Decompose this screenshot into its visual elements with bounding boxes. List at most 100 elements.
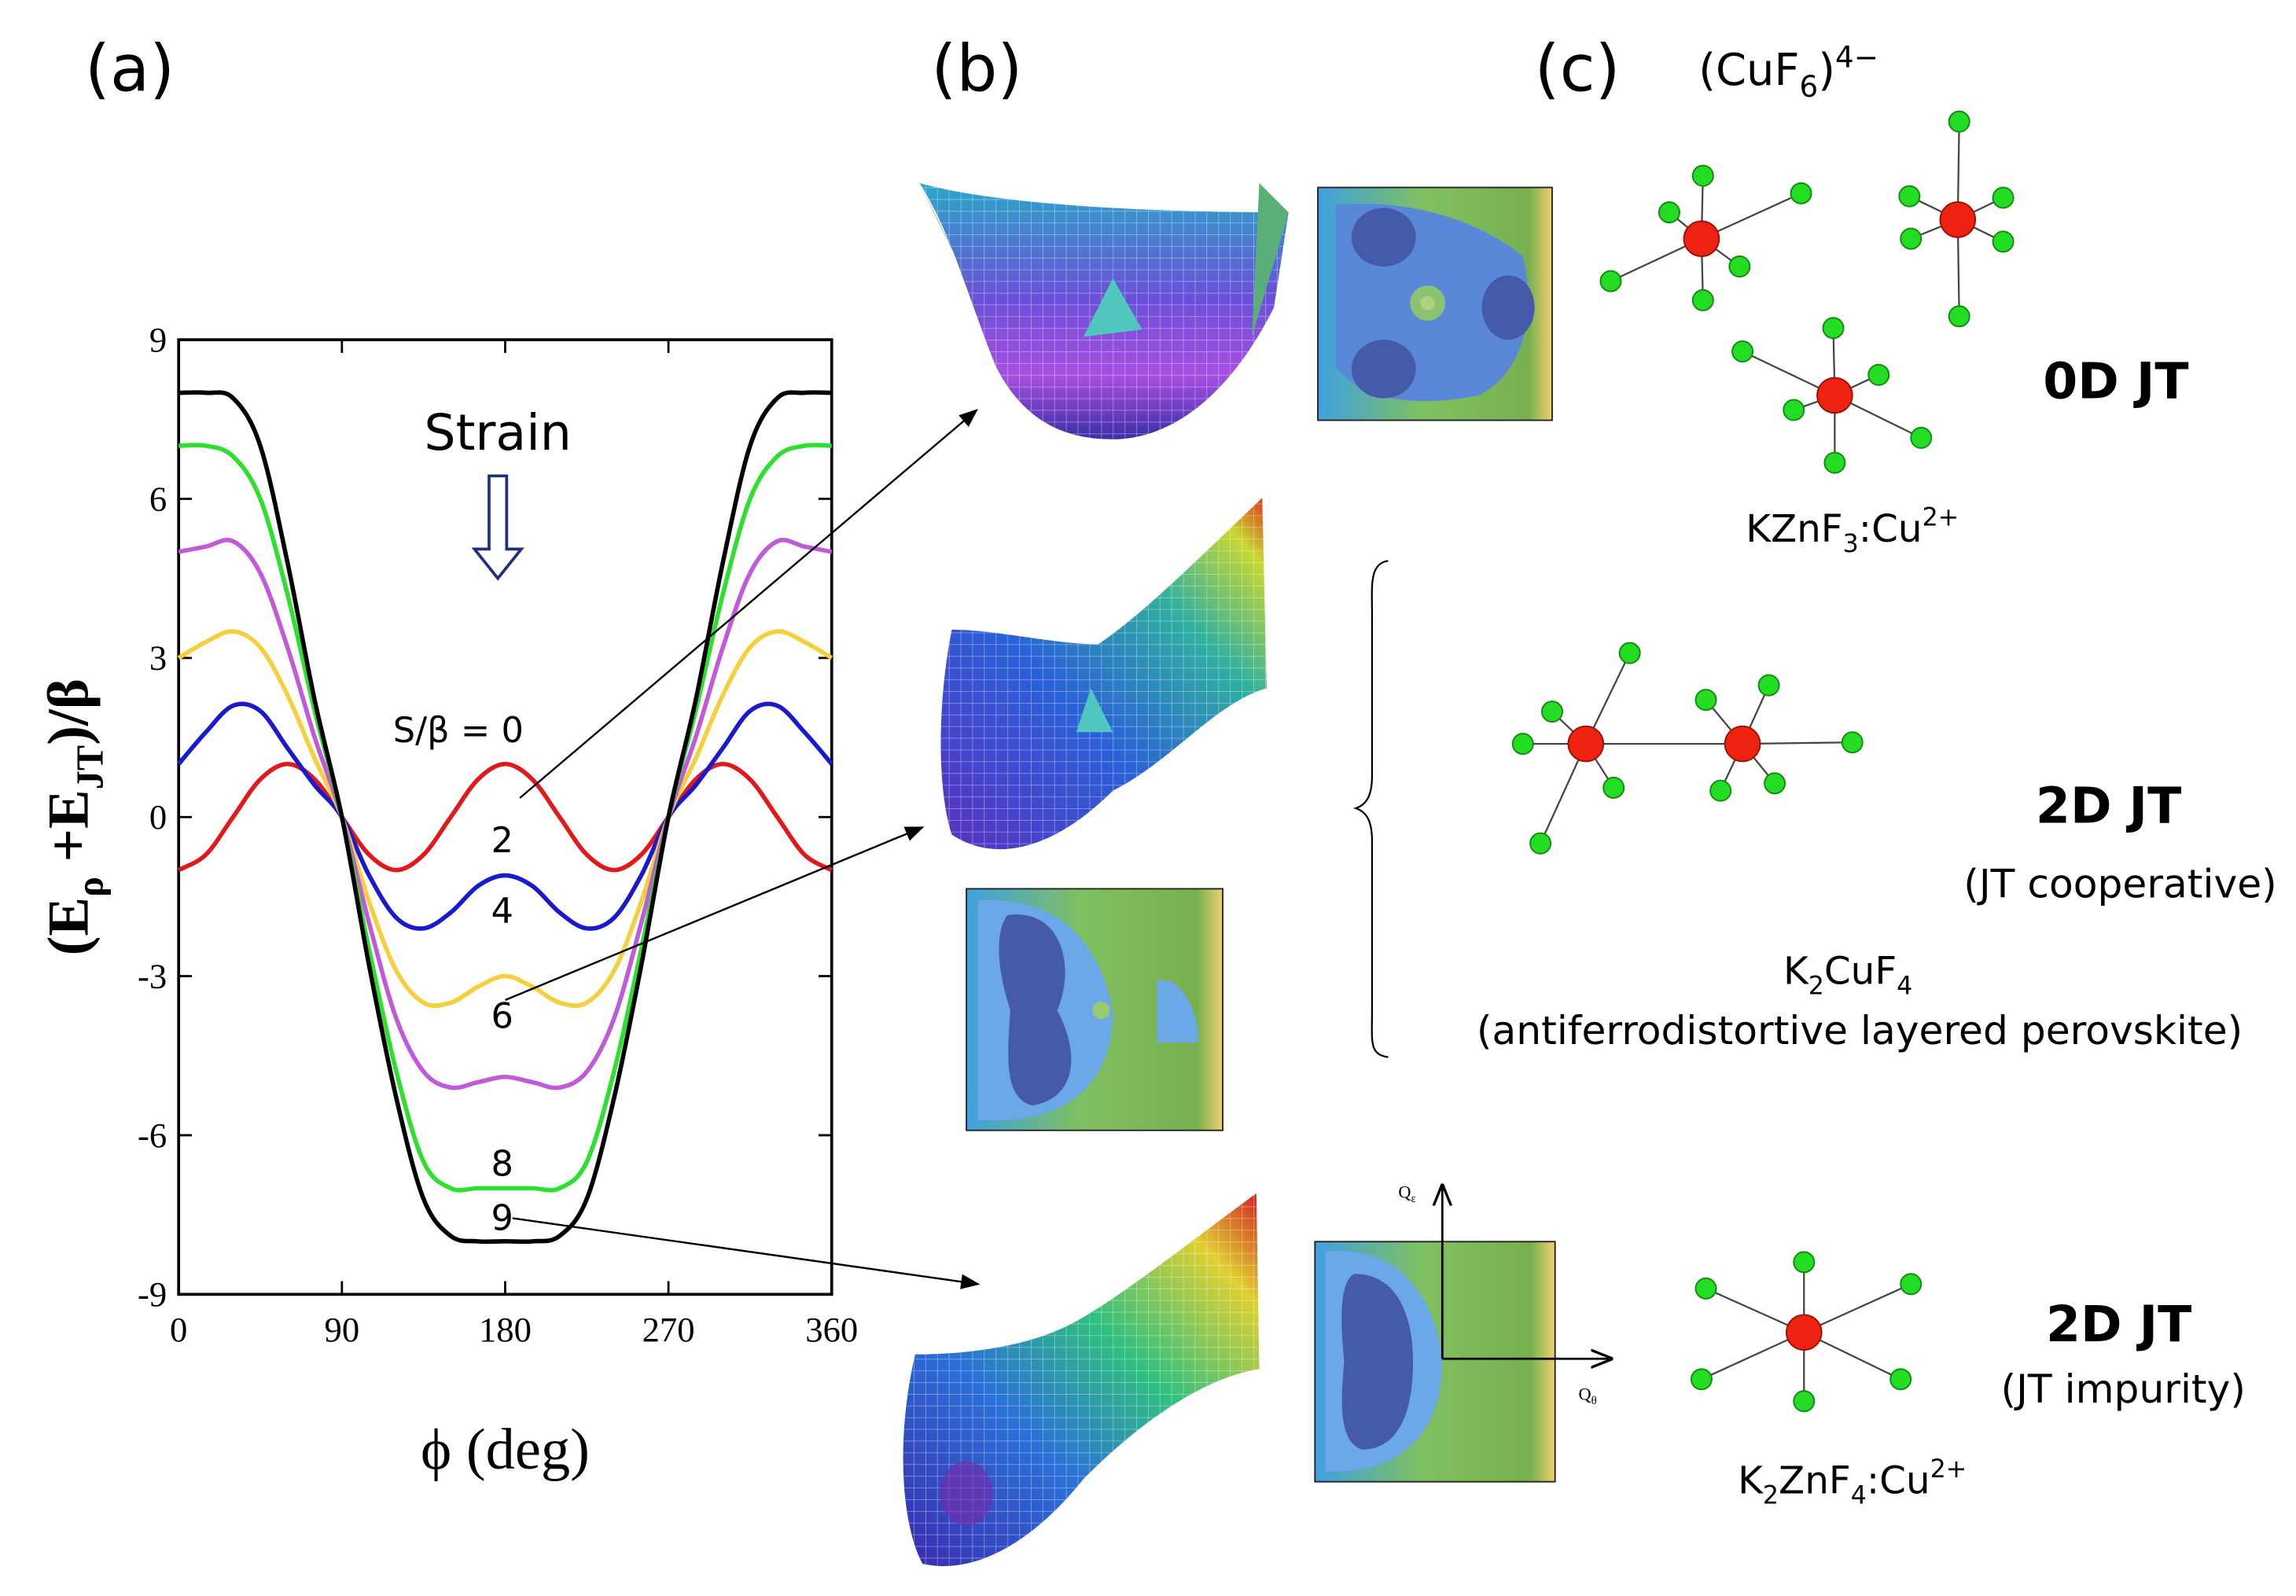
formula: (CuF6)4− (1698, 40, 1878, 104)
axis-label: Qθ (1579, 1384, 1597, 1407)
fluorine-atom (1602, 776, 1625, 799)
compound: K2ZnF4:Cu2+ (1738, 1455, 1967, 1510)
copper-atom (1724, 725, 1761, 763)
fluorine-atom (1541, 701, 1563, 723)
curve (177, 701, 833, 931)
y-tick-label: 6 (149, 479, 167, 518)
potential-surface (903, 1193, 1260, 1566)
y-axis-label-part: +E (37, 789, 101, 877)
fluorine-atom (1511, 733, 1534, 756)
copper-atom (1816, 377, 1853, 414)
fluorine-atom (1793, 1251, 1816, 1274)
strain-arrow (471, 474, 524, 581)
y-axis-label: (Eρ +EJT)/β (37, 678, 112, 955)
row-title: 2D JT (2036, 777, 2181, 835)
brace (1352, 560, 1389, 1058)
curve (178, 538, 833, 1090)
contour-map (966, 888, 1223, 1131)
row-title: 2D JT (2046, 1295, 2191, 1353)
y-axis-label-part: (E (37, 897, 101, 955)
fluorine-atom (1694, 689, 1717, 712)
x-tick-label: 180 (479, 1310, 532, 1349)
pointer-arrow (519, 408, 978, 799)
line-chart: 0 90 180 270 360 -9 -6 -3 0 3 6 9 ϕ (deg) (Eρ +EJT)/β… (37, 320, 859, 1482)
row-subtitle: (JT impurity) (2000, 1366, 2246, 1412)
fluorine-atom (1691, 164, 1714, 187)
compound: KZnF3:Cu2+ (1746, 504, 1959, 559)
fluorine-atom (1823, 451, 1846, 474)
fluorine-atom (1790, 182, 1812, 204)
fluorine-atom (1900, 1273, 1923, 1296)
fluorine-atom (1690, 1368, 1713, 1391)
row-subtitle: (JT cooperative) (1963, 861, 2277, 907)
fluorine-atom (1900, 227, 1923, 250)
molecules (1511, 110, 2015, 1413)
curve-label: 2 (491, 820, 513, 861)
copper-atom (1786, 1314, 1823, 1351)
contour-map (1314, 1241, 1556, 1483)
y-tick-label: 0 (149, 797, 167, 837)
x-tick-label: 270 (642, 1310, 695, 1349)
fluorine-atom (1731, 340, 1754, 362)
curve (177, 761, 833, 873)
y-axis-label-part: )/β (37, 678, 101, 745)
x-tick-label: 90 (324, 1310, 359, 1349)
fluorine-atom (1889, 1368, 1912, 1391)
y-tick-label: 9 (149, 320, 167, 359)
bond (1742, 741, 1853, 745)
fluorine-atom (1822, 317, 1845, 340)
row-title: 0D JT (2043, 352, 2188, 410)
fluorine-atom (1658, 201, 1680, 224)
copper-atom (1939, 201, 1977, 238)
fluorine-atom (1691, 289, 1714, 311)
potential-surface (919, 182, 1289, 439)
panel-label: (c) (1535, 32, 1621, 107)
fluorine-atom (1783, 399, 1805, 421)
fluorine-atom (1992, 230, 2015, 253)
y-tick-label: -9 (138, 1274, 167, 1314)
fluorine-atom (1599, 270, 1622, 292)
fluorine-atom (1898, 185, 1921, 208)
y-axis-label-part: JT (69, 745, 111, 789)
curve-label: 6 (491, 995, 513, 1036)
x-axis-label: ϕ (deg) (421, 1418, 590, 1482)
y-axis-label-part: ρ (69, 877, 111, 897)
copper-atom (1683, 220, 1720, 257)
fluorine-atom (1910, 426, 1933, 449)
pointer-arrow (512, 1217, 981, 1289)
curve-label: 8 (491, 1143, 513, 1184)
axis-label: Qε (1398, 1182, 1415, 1205)
strain-label: Strain (424, 403, 572, 462)
fluorine-atom (1841, 731, 1864, 754)
curve-label: 4 (491, 890, 513, 931)
fluorine-atom (1529, 832, 1552, 855)
curve (178, 443, 832, 1193)
panel-label: (a) (85, 32, 175, 107)
copper-atom (1567, 725, 1605, 763)
curve-label: 9 (491, 1197, 513, 1238)
fluorine-atom (1757, 674, 1780, 697)
bond (1803, 1283, 1911, 1333)
y-tick-label: -6 (138, 1116, 167, 1155)
contour-map (1317, 186, 1553, 421)
bond (1701, 1331, 1805, 1381)
description: (antiferrodistortive layered perovskite) (1477, 1007, 2243, 1054)
fluorine-atom (1694, 1277, 1717, 1300)
fluorine-atom (1764, 772, 1786, 795)
x-tick-label: 0 (170, 1310, 187, 1349)
compound: K2CuF4 (1783, 950, 1912, 1001)
y-tick-label: -3 (138, 956, 167, 995)
y-tick-label: 3 (149, 638, 167, 678)
fluorine-atom (1948, 110, 1970, 133)
pointer-arrow (505, 826, 925, 1002)
curve (178, 390, 832, 1245)
fluorine-atom (1867, 363, 1890, 386)
panel-label: (b) (931, 32, 1022, 107)
q-axes: Qε Qθ (1398, 1182, 1610, 1407)
fluorine-atom (1618, 642, 1641, 664)
curve (177, 629, 833, 1008)
curve-label: S/β = 0 (393, 710, 524, 751)
x-tick-label: 360 (805, 1310, 858, 1349)
fluorine-atom (1948, 305, 1970, 328)
